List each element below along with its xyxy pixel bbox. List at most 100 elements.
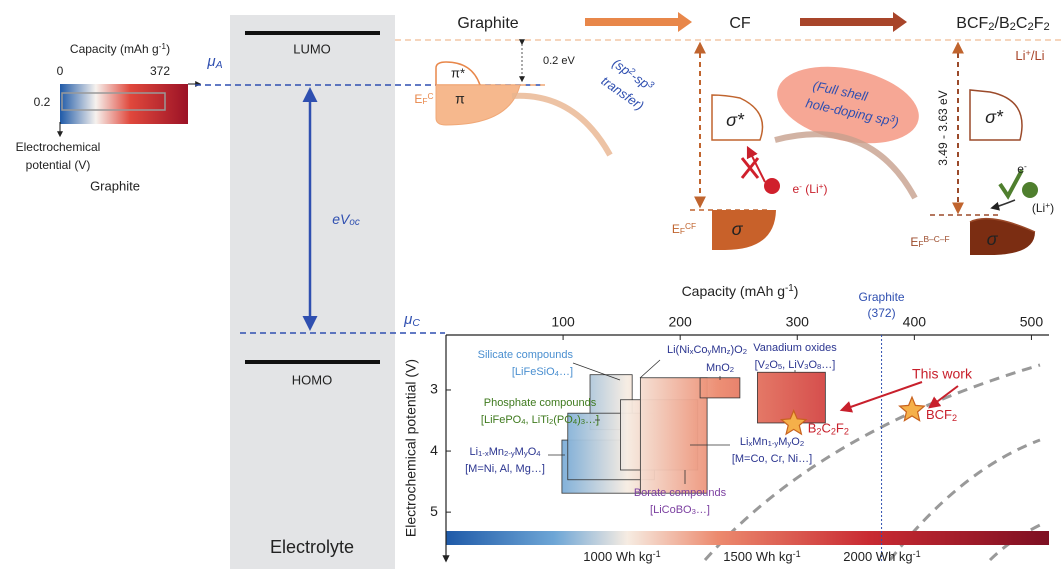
subscript: x xyxy=(690,347,694,356)
superscript: 2 xyxy=(626,65,637,77)
subscript: 2 xyxy=(831,426,836,436)
text-part: Co xyxy=(693,344,707,356)
y-tick-label: 4 xyxy=(430,442,438,458)
family-name: Li1-xMn2-yMyO4 xyxy=(469,446,541,458)
subscript: 2 xyxy=(800,439,804,448)
text-part: E xyxy=(672,222,680,236)
energy-isoline xyxy=(888,438,1041,561)
this-work-point xyxy=(898,395,926,422)
text-part: (Li xyxy=(1032,201,1045,215)
label: Li+/Li xyxy=(1015,48,1044,63)
family-examples: [M=Co, Cr, Ni…] xyxy=(732,453,812,465)
subscript: 2 xyxy=(549,417,553,426)
superscript: + xyxy=(1045,200,1050,210)
label: (372) xyxy=(868,306,896,320)
label: σ xyxy=(732,219,744,239)
subscript: x xyxy=(748,439,752,448)
colorbar-label: 2000 Wh kg-1 xyxy=(843,549,920,564)
text-part: C xyxy=(821,421,830,436)
subscript: 2 xyxy=(1027,21,1033,33)
energy-isoline xyxy=(988,523,1041,562)
text-part: O xyxy=(808,359,817,371)
label: 0.2 xyxy=(34,95,51,109)
subscript: 2 xyxy=(765,362,769,371)
text-part: MnO xyxy=(706,362,730,374)
pi-star-band xyxy=(435,61,482,86)
text-part: ) xyxy=(891,114,900,130)
label: e- xyxy=(1017,161,1027,176)
subscript: 3 xyxy=(804,362,808,371)
text-part: F xyxy=(836,421,844,436)
label: π xyxy=(455,91,465,107)
point-label: B2C2F2 xyxy=(808,421,849,436)
text-part: eV xyxy=(332,211,351,227)
capacity-colorbar xyxy=(60,84,188,124)
colorbar-label: 1000 Wh kg-1 xyxy=(583,549,660,564)
superscript: 3 xyxy=(646,79,656,90)
text-part: 2000 Wh kg xyxy=(843,549,912,564)
label: μA xyxy=(206,53,222,71)
label: HOMO xyxy=(292,372,332,387)
this-work-label: This work xyxy=(912,366,973,382)
family-name: Borate compounds xyxy=(634,487,727,499)
y-tick-label: 3 xyxy=(430,381,438,397)
superscript: -1 xyxy=(785,283,794,294)
text-part: 1500 Wh kg xyxy=(723,549,792,564)
subscript: y xyxy=(524,449,528,458)
callout-arrow xyxy=(928,385,959,409)
text-part: …] xyxy=(821,359,835,371)
text-part: ) xyxy=(166,42,170,56)
text-part: M xyxy=(778,436,787,448)
family-examples: [V2O5, LiV3O8…] xyxy=(755,359,836,371)
label: CF xyxy=(729,15,751,32)
superscript: -1 xyxy=(913,549,921,559)
electrolyte-label: Electrolyte xyxy=(270,537,354,557)
label: potential (V) xyxy=(26,158,91,172)
energy-colorbar xyxy=(446,531,1049,545)
family-name: Phosphate compounds xyxy=(484,397,597,409)
electron-path xyxy=(746,145,766,183)
text-part: , LiTi xyxy=(526,414,549,426)
text-part: [LiFeSiO xyxy=(512,366,555,378)
sigma-band xyxy=(970,218,1035,255)
text-part: Li xyxy=(1015,48,1025,63)
text-part: , LiV xyxy=(782,359,805,371)
text-part: [V xyxy=(755,359,766,371)
this-work-point xyxy=(779,409,808,436)
family-name: Li(NixCoyMnz)O2 xyxy=(667,344,747,356)
sigma-star-band xyxy=(969,89,1023,141)
superscript: C xyxy=(428,91,434,101)
subscript: 2 xyxy=(743,347,747,356)
label: σ xyxy=(987,229,999,249)
subscript: y xyxy=(787,439,791,448)
text-part: C xyxy=(1016,15,1028,32)
family-examples: [M=Ni, Al, Mg…] xyxy=(465,463,545,475)
label: Electrochemical xyxy=(16,140,101,154)
subscript: 2 xyxy=(952,413,957,423)
x-tick-label: 100 xyxy=(551,314,575,330)
stage-arrow xyxy=(800,12,907,32)
range-box xyxy=(699,377,741,399)
subscript: 3 xyxy=(581,417,585,426)
text-part: ) xyxy=(794,283,799,299)
superscript: -1 xyxy=(653,549,661,559)
subscript: 4 xyxy=(573,417,578,426)
superscript: -1 xyxy=(793,549,801,559)
leader-line xyxy=(572,362,621,381)
label: EFC xyxy=(414,91,433,106)
label: eVoc xyxy=(332,211,360,228)
plot-background xyxy=(446,335,1049,561)
superscript: + xyxy=(1026,48,1031,58)
label: (Li+) xyxy=(1032,200,1054,215)
subscript: 2 xyxy=(1043,21,1049,33)
x-tick-label: 200 xyxy=(668,314,692,330)
superscript: - xyxy=(1024,161,1027,171)
label: EFCF xyxy=(672,221,696,236)
pi-band xyxy=(435,84,521,126)
label: LUMO xyxy=(293,41,331,56)
text-part: B xyxy=(808,421,817,436)
text-part: Mn xyxy=(711,344,726,356)
label: Capacity (mAh g-1) xyxy=(70,41,170,56)
text-part: Li xyxy=(469,446,478,458)
sigma-star-band xyxy=(711,94,764,141)
